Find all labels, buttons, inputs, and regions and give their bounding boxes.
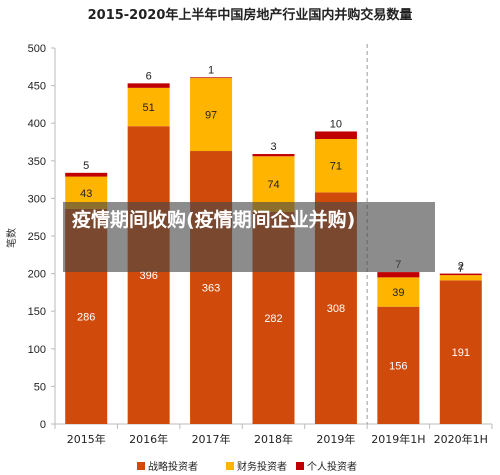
x-tick-label: 2020年1H (434, 432, 488, 446)
legend-label: 财务投资者 (237, 460, 287, 473)
data-label: 156 (389, 360, 407, 372)
data-label: 363 (202, 283, 220, 295)
y-tick-label: 450 (28, 81, 46, 93)
bar-segment (439, 280, 482, 424)
bar-segment (65, 172, 108, 177)
chart-axes: 0 50 100 150 200 250 300 350 400 450 500 2015年 2016年… (28, 43, 493, 446)
data-label: 3 (270, 141, 276, 153)
bars-group: 286 43 5 396 51 6 363 97 1 282 74 3 308 71 10 156 39 7 191… (65, 64, 482, 425)
bar-segment (314, 138, 357, 193)
data-label: 6 (146, 70, 152, 82)
data-label: 5 (83, 160, 89, 172)
x-tick-label: 2016年 (129, 432, 168, 446)
bar-segment (439, 273, 482, 276)
bar-segment (377, 306, 420, 424)
data-label: 308 (327, 303, 345, 315)
data-label: 71 (330, 161, 342, 173)
data-label: 39 (392, 287, 404, 299)
bar-segment (127, 126, 170, 424)
bar-segment (377, 277, 420, 307)
y-tick-label: 50 (34, 381, 46, 393)
y-tick-label: 250 (28, 231, 46, 243)
data-label: 74 (267, 179, 279, 191)
data-label: 43 (80, 188, 92, 200)
data-label: 51 (143, 102, 155, 114)
x-tick-label: 2019年1H (371, 432, 425, 446)
y-tick-label: 200 (28, 269, 46, 281)
legend-label: 个人投资者 (307, 460, 357, 473)
data-label: 396 (139, 270, 157, 282)
data-label: 286 (77, 311, 95, 323)
x-tick-label: 2018年 (254, 432, 293, 446)
bar-segment (127, 87, 170, 127)
bar-segment (190, 77, 233, 79)
data-label: 282 (264, 313, 282, 325)
bar-segment (377, 272, 420, 278)
legend-swatch (296, 462, 304, 470)
bar-segment (439, 275, 482, 281)
x-tick-label: 2017年 (192, 432, 231, 446)
y-tick-label: 350 (28, 156, 46, 168)
data-label: 191 (452, 347, 470, 359)
y-tick-label: 0 (40, 419, 46, 431)
legend-swatch (226, 462, 234, 470)
y-tick-label: 150 (28, 306, 46, 318)
data-label: 10 (330, 118, 342, 130)
y-tick-label: 500 (28, 43, 46, 55)
data-label: 1 (208, 64, 214, 76)
bar-segment (314, 131, 357, 139)
bar-segment (190, 151, 233, 425)
y-axis-label: 笔数 (5, 228, 18, 248)
bar-segment (127, 83, 170, 88)
y-tick-label: 400 (28, 118, 46, 130)
x-tick-label: 2015年 (67, 432, 106, 446)
legend-label: 战略投资者 (148, 460, 198, 473)
data-label: 7 (458, 263, 464, 275)
chart-title: 2015-2020年上半年中国房地产行业国内并购交易数量 (88, 7, 413, 23)
legend-swatch (137, 462, 145, 470)
legend: 战略投资者 财务投资者 个人投资者 (137, 460, 357, 473)
y-tick-label: 100 (28, 344, 46, 356)
bar-segment (190, 78, 233, 152)
data-label: 2 (458, 261, 464, 273)
data-label: 97 (205, 110, 217, 122)
y-tick-label: 300 (28, 193, 46, 205)
x-tick-label: 2019年 (316, 432, 355, 446)
overlay-caption: 疫情期间收购(疫情期间企业并购) (72, 209, 356, 231)
overlay-banner (63, 202, 435, 272)
bar-segment (252, 154, 295, 157)
